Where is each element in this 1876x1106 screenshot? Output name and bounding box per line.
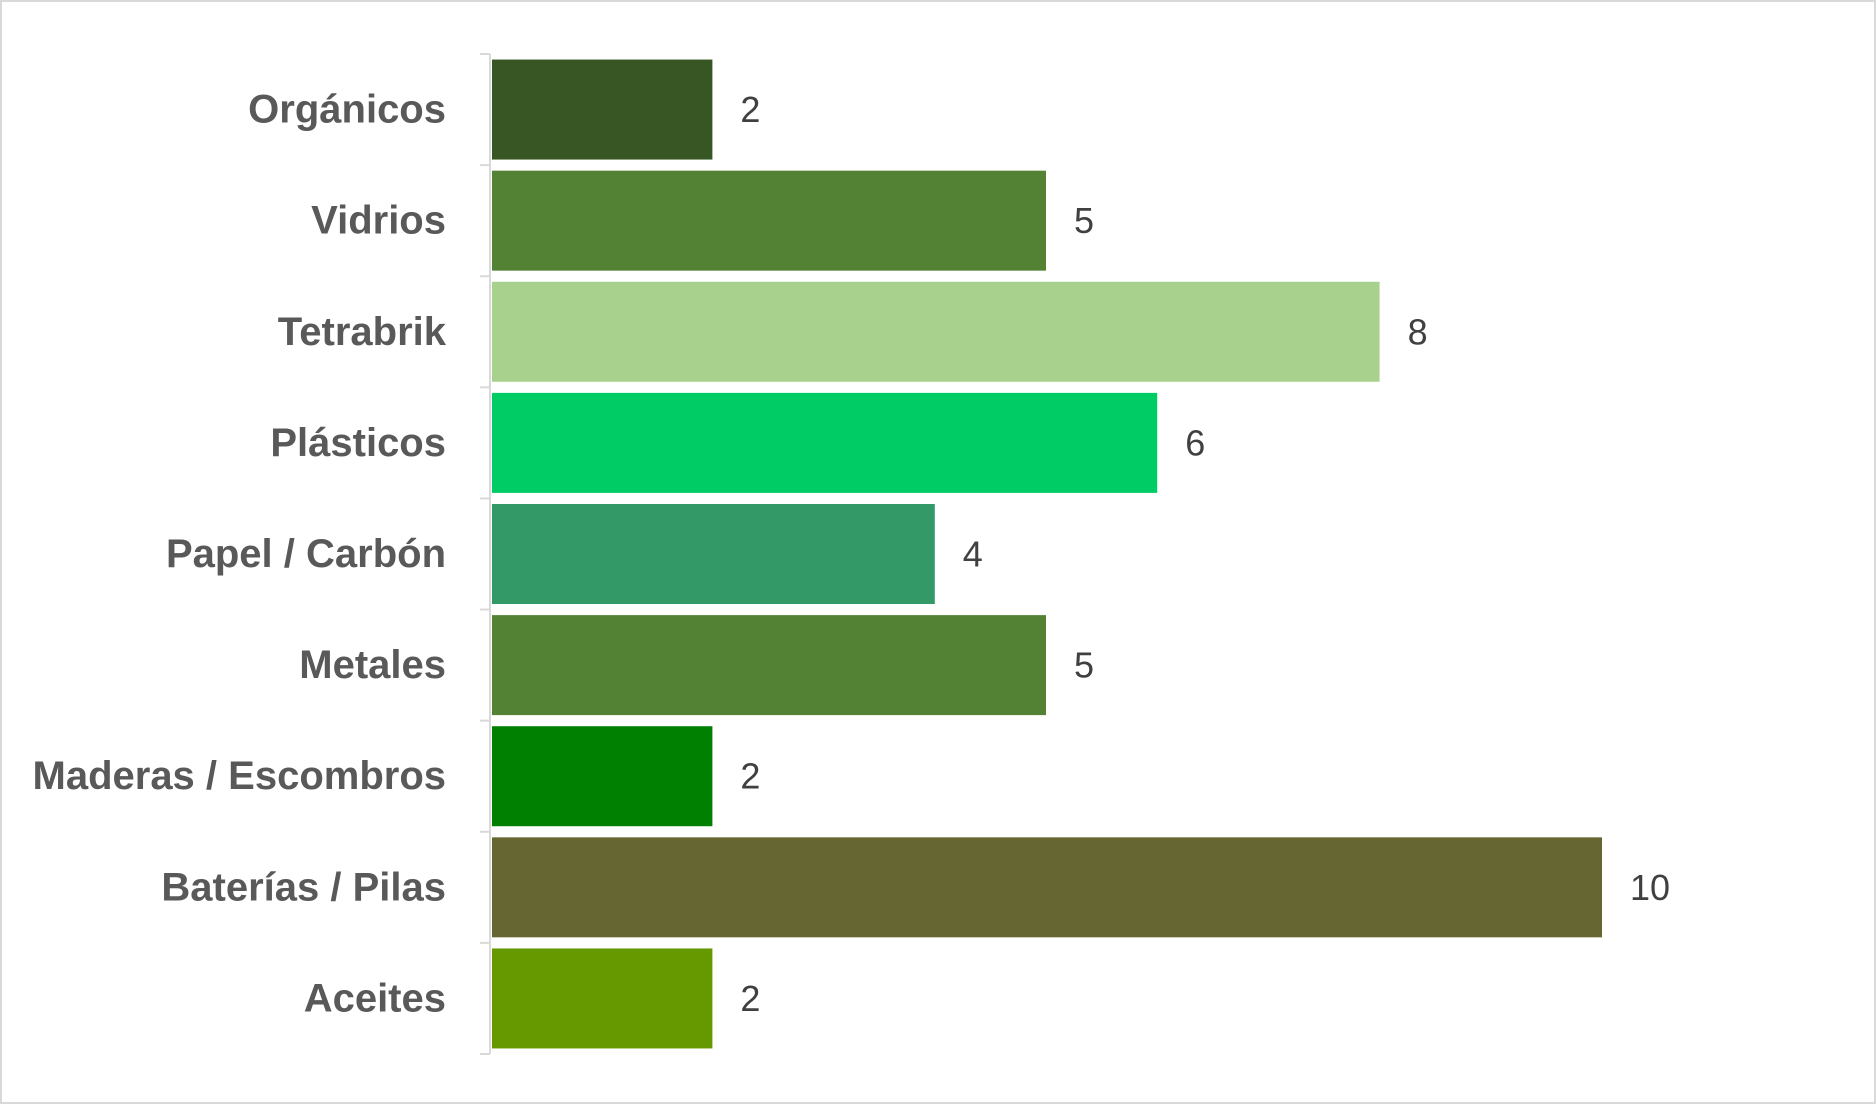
category-label: Metales (299, 643, 446, 687)
bar-1 (492, 170, 1046, 271)
data-label: 2 (740, 89, 760, 130)
data-label: 10 (1630, 867, 1670, 908)
bars-layer (492, 59, 1602, 1049)
bar-5 (492, 615, 1046, 716)
bar-6 (492, 726, 713, 827)
category-label: Vidrios (311, 199, 446, 243)
category-labels: Orgánicos Vidrios Tetrabrik Plásticos Papel … (33, 88, 447, 1021)
data-label: 5 (1074, 645, 1094, 686)
category-label: Papel / Carbón (166, 532, 446, 576)
data-label: 5 (1074, 200, 1094, 241)
bar-3 (492, 392, 1158, 493)
category-axis (480, 53, 491, 1055)
data-label: 2 (740, 756, 760, 797)
bar-4 (492, 504, 935, 604)
bar-0 (492, 59, 713, 160)
data-label: 8 (1408, 311, 1428, 352)
bar-2 (492, 281, 1380, 382)
data-label: 6 (1185, 422, 1205, 463)
category-label: Orgánicos (248, 88, 446, 132)
bar-8 (492, 948, 713, 1049)
data-labels: 2 5 8 6 4 5 2 10 2 (740, 89, 1670, 1019)
category-label: Aceites (304, 976, 446, 1020)
category-label: Maderas / Escombros (33, 754, 447, 798)
category-label: Baterías / Pilas (161, 865, 446, 909)
category-label: Tetrabrik (278, 310, 447, 354)
bar-7 (492, 837, 1602, 938)
data-label: 2 (740, 978, 760, 1019)
data-label: 4 (963, 534, 983, 575)
category-label: Plásticos (270, 421, 446, 465)
